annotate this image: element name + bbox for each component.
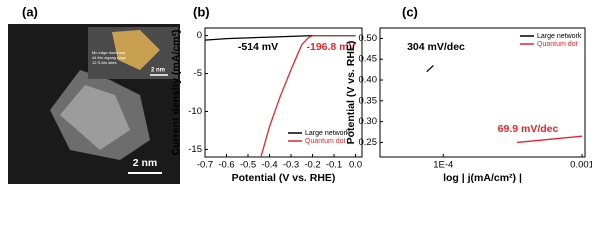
x-tick-label: -0.3 [283, 160, 299, 171]
inset-text: 44 Mo zigzag edge [92, 55, 127, 60]
x-tick-label: 0.0 [349, 160, 362, 171]
data-line [260, 34, 356, 158]
inset-scale-bar: 2 nm [151, 68, 165, 74]
x-axis-label: Potential (V vs. RHE) [232, 172, 336, 184]
x-tick-label: 1E-4 [433, 160, 453, 171]
x-tick-label: -0.7 [197, 160, 213, 171]
y-tick-label: 0.40 [359, 75, 378, 86]
y-tick-label: 0.25 [359, 137, 378, 148]
x-tick-label: -0.2 [304, 160, 320, 171]
x-tick-label: -0.5 [240, 160, 256, 171]
plot-frame [204, 27, 363, 158]
y-axis-label: Potential (V vs. RHE) [345, 41, 357, 145]
legend-label: Quantum dot [305, 138, 346, 145]
data-line [426, 64, 434, 73]
data-line [204, 34, 356, 41]
panel-label: (a) [22, 4, 38, 19]
panel-label: (b) [193, 4, 210, 19]
y-axis-label: Current density (mA/cm²) [170, 29, 182, 155]
legend-label: Large network [537, 33, 582, 40]
x-tick-label: -0.6 [218, 160, 234, 171]
inset-flake [112, 30, 160, 70]
annotation: -196.8 mV [306, 41, 355, 53]
y-tick-label: 0.30 [359, 116, 378, 127]
x-axis-label: log | j(mA/cm²) | [443, 172, 522, 184]
y-tick-label: -5 [194, 68, 202, 79]
annotation: 304 mV/dec [407, 41, 465, 53]
y-tick-label: -15 [188, 144, 202, 155]
legend-label: Large network [305, 130, 350, 137]
y-tick-label: 0.35 [359, 95, 378, 106]
data-line [516, 135, 583, 144]
scale-bar: 2 nm [133, 157, 158, 169]
annotation: -514 mV [238, 41, 278, 53]
plot-frame [379, 27, 586, 158]
x-tick-label: -0.1 [326, 160, 342, 171]
y-tick-label: -10 [188, 106, 202, 117]
x-tick-label: -0.4 [261, 160, 277, 171]
inset-text: Mo edge dominant [92, 50, 126, 55]
legend-label: Quantum dot [537, 41, 578, 48]
y-tick-label: 0.45 [359, 54, 378, 65]
figure: (a) Mo edge dominant 44 Mo zigzag edge 1… [8, 4, 592, 184]
y-tick-label: 0.50 [359, 33, 378, 44]
annotation: 69.9 mV/dec [498, 123, 559, 135]
nanosheet-core [60, 85, 130, 150]
panel-label: (c) [402, 4, 418, 19]
inset-text: 12 S-Mo sites [92, 60, 116, 65]
x-tick-label: 0.001 [570, 160, 592, 171]
y-tick-label: 0 [197, 30, 202, 41]
